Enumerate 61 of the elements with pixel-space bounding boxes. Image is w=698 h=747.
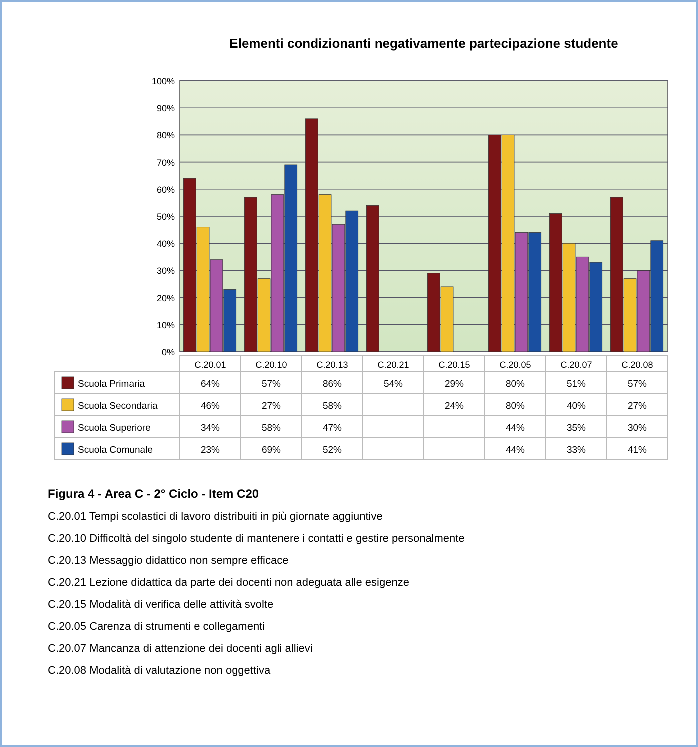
x-tick-label: C.20.10 bbox=[256, 360, 288, 370]
x-tick-label: C.20.07 bbox=[560, 360, 592, 370]
y-tick-label: 80% bbox=[156, 130, 175, 141]
data-label: 80% bbox=[506, 401, 526, 412]
data-label: 27% bbox=[628, 401, 648, 412]
data-label: 27% bbox=[262, 401, 282, 412]
data-label: 52% bbox=[322, 445, 343, 456]
y-tick-label: 90% bbox=[156, 104, 175, 114]
y-tick-label: 100% bbox=[152, 76, 175, 86]
y-tick-label: 20% bbox=[156, 293, 175, 304]
data-label: 58% bbox=[322, 401, 343, 412]
bar bbox=[366, 205, 380, 352]
data-label: 30% bbox=[628, 423, 648, 434]
data-label: 51% bbox=[566, 379, 587, 390]
text: C.20.21 Lezione didattica da parte dei docenti non adeguata alle esigenze bbox=[48, 577, 410, 589]
y-tick-label: 50% bbox=[156, 212, 175, 222]
x-tick-label: C.20.21 bbox=[378, 360, 410, 370]
x-tick-label: C.20.15 bbox=[438, 360, 470, 370]
text: C.20.10 Difficoltà del singolo studente di mantenere i contatti e gestire personalmente bbox=[48, 533, 465, 545]
data-label: 23% bbox=[200, 445, 221, 456]
data-label: 34% bbox=[200, 423, 221, 434]
y-tick-label: 10% bbox=[156, 320, 175, 330]
legend-label: Scuola Superiore bbox=[78, 423, 151, 434]
x-tick-label: C.20.08 bbox=[622, 360, 654, 370]
data-label: 46% bbox=[200, 401, 221, 412]
text: C.20.13 Messaggio didattico non sempre efficace bbox=[48, 555, 289, 567]
y-tick-label: 40% bbox=[156, 239, 175, 250]
text: C.20.07 Mancanza di attenzione dei docenti agli allievi bbox=[48, 643, 313, 655]
legend-label: Scuola Comunale bbox=[78, 445, 153, 456]
data-label: 33% bbox=[566, 445, 587, 456]
data-label: 80% bbox=[506, 379, 526, 390]
data-label: 64% bbox=[200, 379, 221, 390]
legend-label: Scuola Secondaria bbox=[78, 401, 158, 412]
text: C.20.08 Modalità di valutazione non oggettiva bbox=[48, 665, 272, 677]
chart-title: Elementi condizionanti negativamente partecipazione studente bbox=[230, 36, 618, 51]
text: C.20.05 Carenza di strumenti e collegamenti bbox=[48, 621, 266, 633]
data-label: 41% bbox=[628, 445, 648, 456]
data-label: 40% bbox=[566, 401, 587, 412]
data-label: 47% bbox=[322, 423, 343, 434]
data-label: 35% bbox=[566, 423, 587, 434]
x-tick-label: C.20.01 bbox=[194, 360, 226, 370]
x-tick-label: C.20.05 bbox=[500, 360, 532, 370]
data-label: 58% bbox=[262, 423, 282, 434]
data-label: 69% bbox=[262, 445, 282, 456]
data-label: 44% bbox=[506, 445, 526, 456]
text: C.20.01 Tempi scolastici di lavoro distribuiti in più giornate aggiuntive bbox=[48, 511, 383, 523]
x-tick-label: C.20.13 bbox=[316, 360, 348, 370]
y-tick-label: 0% bbox=[162, 348, 175, 358]
y-tick-label: 70% bbox=[156, 158, 175, 168]
data-label: 54% bbox=[384, 379, 404, 390]
data-label: 57% bbox=[628, 379, 648, 390]
y-tick-label: 30% bbox=[156, 266, 175, 276]
data-label: 57% bbox=[262, 379, 282, 390]
y-tick-label: 60% bbox=[156, 184, 175, 195]
data-label: 29% bbox=[444, 379, 465, 390]
text: Figura 4 - Area C - 2° Ciclo - Item C20 bbox=[48, 487, 260, 501]
text: C.20.15 Modalità di verifica delle attività svolte bbox=[48, 599, 274, 611]
data-label: 44% bbox=[506, 423, 526, 434]
data-label: 24% bbox=[444, 401, 465, 412]
legend-label: Scuola Primaria bbox=[78, 379, 146, 390]
data-label: 86% bbox=[322, 379, 343, 390]
